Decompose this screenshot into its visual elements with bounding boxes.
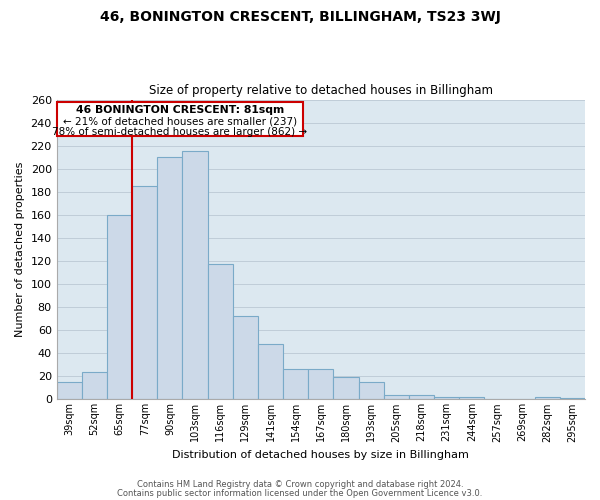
Bar bbox=[308, 370, 334, 400]
Bar bbox=[560, 398, 585, 400]
Text: Contains public sector information licensed under the Open Government Licence v3: Contains public sector information licen… bbox=[118, 488, 482, 498]
Text: ← 21% of detached houses are smaller (237): ← 21% of detached houses are smaller (23… bbox=[63, 116, 297, 126]
Bar bbox=[459, 397, 484, 400]
Bar bbox=[535, 397, 560, 400]
Text: 78% of semi-detached houses are larger (862) →: 78% of semi-detached houses are larger (… bbox=[52, 127, 308, 137]
Bar bbox=[107, 215, 132, 400]
Bar bbox=[233, 316, 258, 400]
X-axis label: Distribution of detached houses by size in Billingham: Distribution of detached houses by size … bbox=[172, 450, 469, 460]
Bar bbox=[384, 395, 409, 400]
Bar bbox=[56, 382, 82, 400]
Bar bbox=[182, 152, 208, 400]
Text: 46 BONINGTON CRESCENT: 81sqm: 46 BONINGTON CRESCENT: 81sqm bbox=[76, 106, 284, 116]
Bar bbox=[82, 372, 107, 400]
Bar bbox=[283, 370, 308, 400]
Bar bbox=[409, 395, 434, 400]
Bar bbox=[359, 382, 384, 400]
Bar bbox=[434, 397, 459, 400]
Title: Size of property relative to detached houses in Billingham: Size of property relative to detached ho… bbox=[149, 84, 493, 97]
Bar bbox=[208, 264, 233, 400]
Bar bbox=[258, 344, 283, 400]
FancyBboxPatch shape bbox=[56, 102, 303, 136]
Y-axis label: Number of detached properties: Number of detached properties bbox=[15, 162, 25, 337]
Text: 46, BONINGTON CRESCENT, BILLINGHAM, TS23 3WJ: 46, BONINGTON CRESCENT, BILLINGHAM, TS23… bbox=[100, 10, 500, 24]
Bar bbox=[132, 186, 157, 400]
Bar bbox=[334, 378, 359, 400]
Bar bbox=[157, 157, 182, 400]
Text: Contains HM Land Registry data © Crown copyright and database right 2024.: Contains HM Land Registry data © Crown c… bbox=[137, 480, 463, 489]
